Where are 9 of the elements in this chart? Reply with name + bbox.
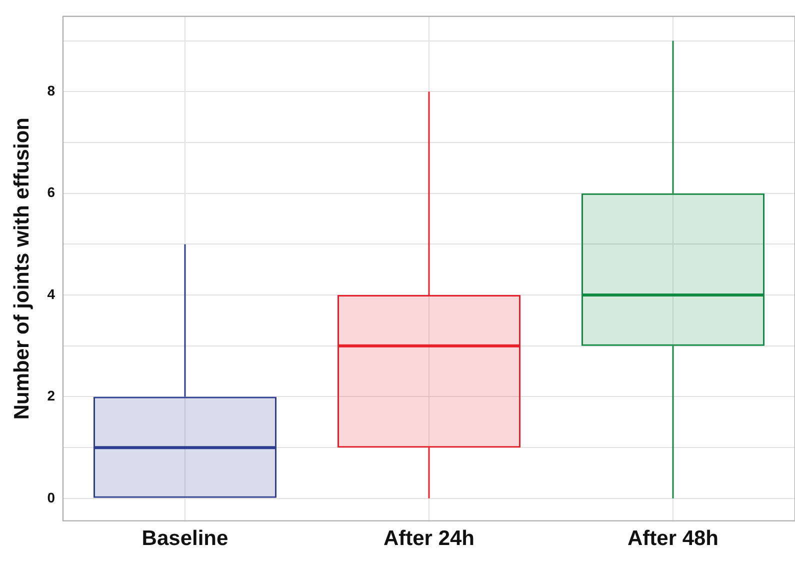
x-tick-label: After 48h	[627, 527, 719, 550]
y-tick-label: 8	[47, 82, 56, 99]
y-tick-label: 6	[47, 184, 56, 200]
y-tick-label: 4	[47, 286, 56, 302]
y-tick-label: 0	[47, 489, 56, 506]
y-tick-label: 2	[47, 388, 56, 404]
x-tick-label: Baseline	[142, 527, 228, 550]
x-tick-label: After 24h	[383, 527, 475, 550]
y-axis-title: Number of joints with effusion	[10, 118, 34, 420]
